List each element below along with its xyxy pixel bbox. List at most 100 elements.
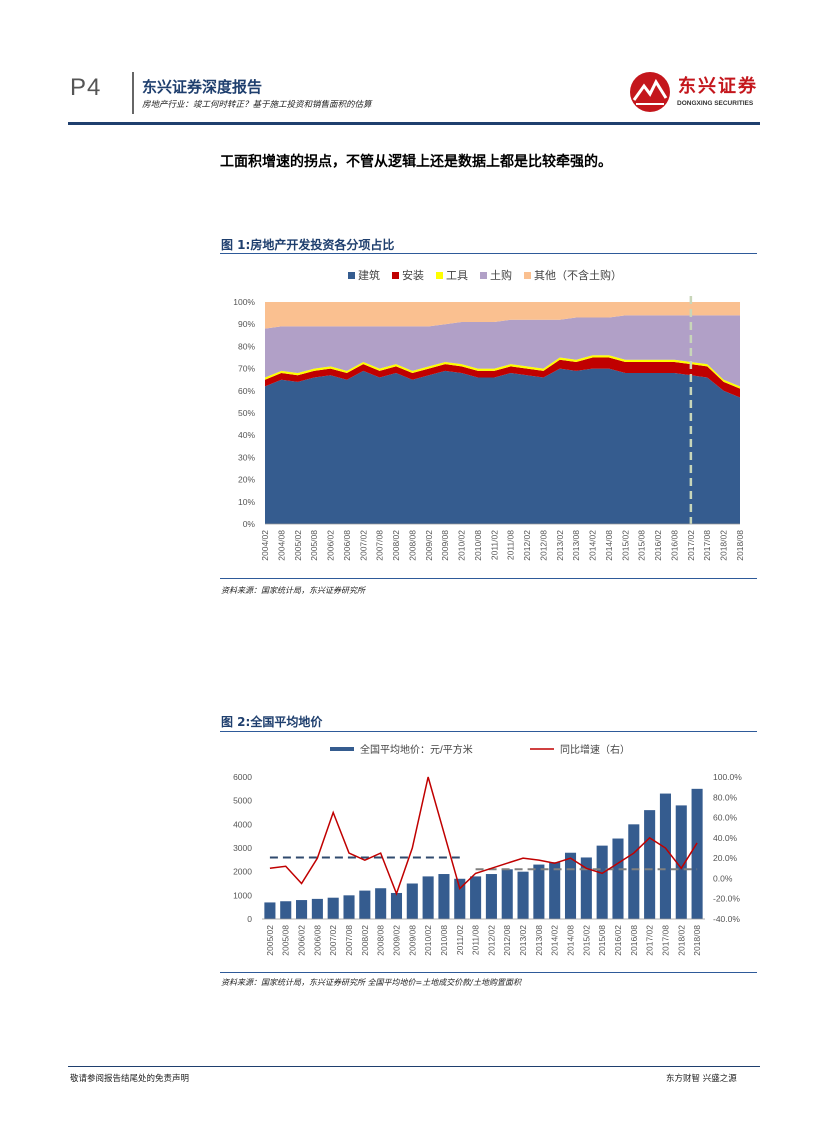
x-tick-label: 2010/02	[423, 925, 433, 956]
y-tick-label: 20%	[238, 475, 255, 485]
figure2-source: 资料来源：国家统计局，东兴证券研究所 全国平均地价=土地成交价款/土地购置面积	[221, 978, 521, 987]
x-tick-label: 2008/02	[391, 530, 401, 561]
y-tick-label: 30%	[238, 452, 255, 462]
y-tick-label: 10%	[238, 497, 255, 507]
legend-swatch-1	[392, 272, 399, 279]
figure2-frame: 全国平均地价：元/平方米 同比增速（右） 0 1000 2000 3000 4000 5000…	[220, 731, 757, 973]
x-tick-label: 2017/08	[660, 925, 670, 956]
bar	[564, 852, 577, 919]
y-tick-label: 80%	[238, 341, 255, 351]
x-tick-label: 2006/08	[312, 925, 322, 956]
bar	[517, 871, 529, 919]
x-tick-label: 2007/08	[344, 925, 354, 956]
figure1-chart: 建筑 安装 工具 土购 其他（不含土购） 0% 10% 20% 30% 40% 50% 60% 70% 8…	[233, 268, 745, 561]
footer-rule	[68, 1066, 760, 1067]
legend-label-line: 同比增速（右）	[560, 743, 630, 756]
bar	[454, 878, 466, 919]
x-tick-label: 2013/02	[518, 925, 528, 956]
figure2-title: 图 2:全国平均地价	[221, 715, 323, 729]
bar	[485, 874, 497, 919]
legend-label-3: 土购	[490, 268, 512, 282]
x-tick-label: 2016/08	[669, 530, 679, 561]
bar	[390, 892, 403, 919]
x-tick-label: 2012/08	[502, 925, 512, 956]
y-left-tick-label: 4000	[233, 819, 252, 829]
y-right-tick-label: -20.0%	[713, 894, 740, 904]
x-tick-label: 2012/02	[486, 925, 496, 956]
header-divider	[132, 72, 134, 114]
logo-name: 东兴证券	[678, 76, 758, 97]
y-left-tick-label: 2000	[233, 867, 252, 877]
body-paragraph: 工面积增速的拐点，不管从逻辑上还是数据上都是比较牵强的。	[220, 154, 612, 170]
y-tick-label: 100%	[233, 297, 255, 307]
bar	[644, 810, 656, 919]
y-right-tick-label: 100.0%	[713, 772, 742, 782]
y-tick-label: 90%	[238, 319, 255, 329]
y-right-tick-label: 0.0%	[713, 873, 733, 883]
x-tick-label: 2018/02	[719, 530, 729, 561]
bar	[691, 788, 703, 919]
figure1-source: 资料来源：国家统计局，东兴证券研究所	[221, 586, 365, 595]
legend-label-2: 工具	[446, 269, 468, 282]
x-tick-label: 2006/02	[297, 925, 307, 956]
logo-english: DONGXING SECURITIES	[677, 100, 754, 107]
area-series-1	[265, 357, 740, 398]
y-right-tick-label: 20.0%	[713, 853, 738, 863]
x-tick-label: 2010/02	[457, 530, 467, 561]
y-tick-label: 0%	[243, 519, 256, 529]
bar	[375, 888, 387, 919]
bar	[438, 874, 450, 919]
bar	[675, 805, 687, 919]
y-left-tick-label: 0	[247, 914, 252, 924]
bar	[422, 876, 434, 919]
footer-slogan: 东方财智 兴盛之源	[666, 1074, 737, 1084]
bar	[343, 895, 355, 919]
x-tick-label: 2004/02	[260, 530, 270, 561]
x-tick-label: 2004/08	[276, 530, 286, 561]
legend-swatch-0	[348, 272, 355, 279]
x-tick-label: 2008/02	[360, 925, 370, 956]
legend-swatch-3	[480, 272, 487, 279]
x-tick-label: 2015/02	[581, 925, 591, 956]
x-tick-label: 2015/08	[597, 925, 607, 956]
figure2-chart: 全国平均地价：元/平方米 同比增速（右） 0 1000 2000 3000 4000 5000…	[233, 743, 742, 956]
bar	[470, 876, 482, 919]
x-tick-label: 2012/08	[538, 530, 548, 561]
x-tick-label: 2018/02	[676, 925, 686, 956]
legend-label-0: 建筑	[358, 268, 380, 282]
area-series-3	[265, 315, 740, 387]
bar	[296, 900, 308, 919]
x-tick-label: 2013/08	[571, 530, 581, 561]
x-tick-label: 2005/02	[265, 925, 275, 956]
x-tick-label: 2011/02	[455, 925, 465, 955]
x-tick-label: 2007/02	[358, 530, 368, 561]
x-tick-label: 2011/02	[489, 530, 499, 560]
y-left-tick-label: 3000	[233, 843, 252, 853]
y-tick-label: 60%	[238, 386, 255, 396]
bar	[659, 793, 671, 919]
x-tick-label: 2009/08	[440, 530, 450, 561]
x-tick-label: 2007/08	[375, 530, 385, 561]
x-tick-label: 2016/08	[629, 925, 639, 956]
legend-label-bar: 全国平均地价：元/平方米	[360, 743, 473, 756]
x-tick-label: 2017/02	[645, 925, 655, 956]
bar	[549, 862, 561, 919]
header-rule	[68, 122, 760, 125]
x-tick-label: 2009/08	[407, 925, 417, 956]
bar	[533, 864, 545, 919]
y-left-tick-label: 1000	[233, 890, 252, 900]
bar	[612, 838, 624, 919]
bar	[406, 883, 418, 919]
legend-swatch-bar	[330, 747, 354, 751]
x-tick-label: 2015/02	[620, 530, 630, 561]
legend-label-4: 其他（不含土购）	[534, 268, 622, 282]
x-tick-label: 2014/08	[566, 925, 576, 956]
bar	[596, 845, 608, 919]
y-right-tick-label: 80.0%	[713, 792, 738, 802]
x-tick-label: 2010/08	[473, 530, 483, 561]
x-tick-label: 2011/08	[506, 530, 516, 560]
x-tick-label: 2016/02	[653, 530, 663, 561]
x-tick-label: 2005/08	[309, 530, 319, 561]
x-tick-label: 2014/02	[550, 925, 560, 956]
x-tick-label: 2012/02	[522, 530, 532, 561]
